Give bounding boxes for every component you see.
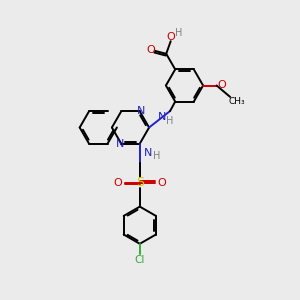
Text: O: O: [166, 32, 175, 42]
Text: S: S: [136, 176, 144, 189]
Text: N: N: [144, 148, 152, 158]
Text: H: H: [176, 28, 183, 38]
Text: O: O: [217, 80, 226, 90]
Text: N: N: [137, 106, 145, 116]
Text: O: O: [157, 178, 166, 188]
Text: H: H: [167, 116, 174, 126]
Text: N: N: [158, 112, 166, 122]
Text: O: O: [114, 178, 123, 188]
Text: N: N: [116, 139, 124, 149]
Text: O: O: [146, 45, 155, 55]
Text: H: H: [153, 151, 160, 161]
Text: Cl: Cl: [135, 255, 145, 265]
Text: CH₃: CH₃: [228, 97, 245, 106]
